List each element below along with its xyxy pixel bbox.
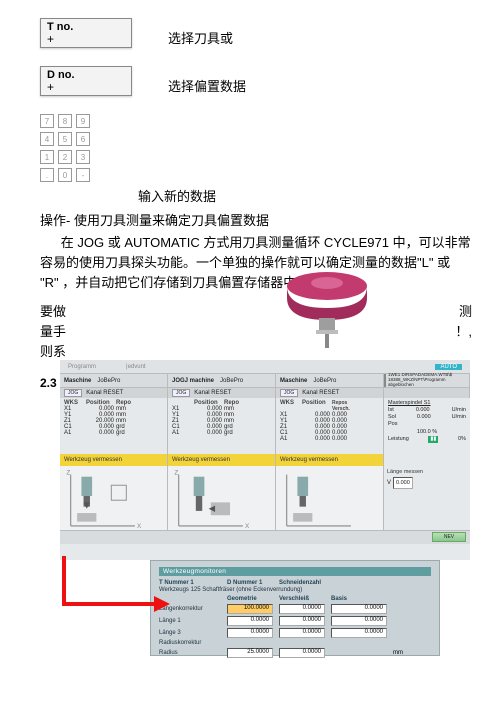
svg-text:Z: Z <box>174 470 178 477</box>
keypad-key[interactable]: - <box>76 168 90 182</box>
probe-graphic <box>272 268 382 348</box>
keypad-key[interactable]: 4 <box>40 132 54 146</box>
tool-offset-panel: Werkzeugmonitoren T Nummer 1 D Nummer 1 … <box>150 560 440 656</box>
keypad: 789 456 123 . 0- <box>40 114 472 182</box>
status-text: Kanal RESET <box>86 390 123 396</box>
chan-title: Maschine <box>64 378 91 384</box>
keypad-key[interactable]: 1 <box>40 150 54 164</box>
status-panel: 1WE1 DIRSPADADEMA.WTB\$ 18388_WKZ/NPT\Pr… <box>384 374 470 387</box>
panel-cell[interactable]: 0.0000 <box>279 628 325 638</box>
frag-right: 测 <box>459 302 472 322</box>
frag-left: 要做 <box>40 302 66 322</box>
panel-cell[interactable]: 0.0000 <box>279 616 325 626</box>
panel-header: D Nummer 1 <box>227 580 273 586</box>
heading-line: 操作- 使用刀具测量来确定刀具偏置数据 <box>40 211 472 231</box>
chan-title: Maschine <box>280 378 307 384</box>
length-input[interactable]: 0.000 <box>393 477 413 489</box>
panel-header: Schneidenzahl <box>279 580 325 586</box>
svg-text:X: X <box>137 523 142 530</box>
panel-subtitle: Werkzeugs 125 Schaftfräser (ohne Eckenve… <box>159 587 431 593</box>
panel-cell[interactable]: 0.0000 <box>331 604 387 614</box>
panel-cell[interactable]: 0.0000 <box>227 616 273 626</box>
yellow-tab[interactable]: Werkzeug vermessen <box>60 454 168 466</box>
keypad-key[interactable]: 2 <box>58 150 72 164</box>
panel-cell[interactable]: 0.0000 <box>279 648 325 658</box>
panel-cell[interactable]: 25.0000 <box>227 648 273 658</box>
enter-new-label: 输入新的数据 <box>138 186 472 205</box>
keypad-key[interactable]: 6 <box>76 132 90 146</box>
panel-row-label: Radiuskorrektur <box>159 640 221 646</box>
t-no-label: T no. <box>47 21 125 33</box>
jog-chip: JOG <box>64 389 82 397</box>
chan-sub: JoBePro <box>220 378 243 384</box>
select-offset-label: 选择偏置数据 <box>168 76 246 95</box>
panel-cell[interactable]: 0.0000 <box>331 616 387 626</box>
keypad-key[interactable]: 3 <box>76 150 90 164</box>
keypad-key[interactable]: 0 <box>58 168 72 182</box>
measure-diagram: Z X <box>168 466 276 530</box>
topbar-item: Programm <box>68 364 96 370</box>
red-arrow <box>58 552 170 622</box>
measure-diagram <box>276 466 384 530</box>
svg-text:X: X <box>245 523 250 530</box>
panel-row-label: Länge 3 <box>159 630 221 636</box>
nev-button[interactable]: NEV <box>432 532 466 542</box>
chan-sub: JoBePro <box>97 378 120 384</box>
panel-row-label: Radius <box>159 650 221 656</box>
keypad-key[interactable]: 8 <box>58 114 72 128</box>
measure-diagram: Z X <box>60 466 168 530</box>
length-field-label: V <box>387 480 391 486</box>
yellow-tab[interactable]: Werkzeug vermessen <box>168 454 276 466</box>
select-tool-label: 选择刀具或 <box>168 28 233 47</box>
yellow-tab[interactable]: Werkzeug vermessen <box>276 454 384 466</box>
panel-col: Verschleiß <box>279 596 325 602</box>
panel-cell[interactable]: 100.0000 <box>227 604 273 614</box>
frag-left: 则系 <box>40 342 66 362</box>
side-title: Masterspindel S1 <box>388 400 466 407</box>
keypad-key[interactable]: 9 <box>76 114 90 128</box>
d-no-label: D no. <box>47 69 125 81</box>
length-measure-title: Länge messen <box>387 469 467 475</box>
panel-cell[interactable]: 0.0000 <box>331 628 387 638</box>
panel-title: Werkzeugmonitoren <box>159 567 431 576</box>
section-number: 2.3 <box>40 376 57 390</box>
t-no-sub: + <box>47 32 54 46</box>
d-no-card[interactable]: D no. + <box>40 66 132 96</box>
panel-unit: mm <box>393 650 411 656</box>
panel-cell[interactable]: 0.0000 <box>279 604 325 614</box>
panel-cell[interactable]: 0.0000 <box>227 628 273 638</box>
frag-left: 量手 <box>40 322 66 342</box>
panel-col: Basis <box>331 596 387 602</box>
d-no-sub: + <box>47 80 54 94</box>
topbar-mode: AUTO <box>435 364 462 370</box>
t-no-card[interactable]: T no. + <box>40 18 132 48</box>
panel-col: Geometrie <box>227 596 273 602</box>
topbar-item: |edvunt <box>126 364 146 370</box>
paragraph: 在 JOG 或 AUTOMATIC 方式用刀具测量循环 CYCLE971 中，可… <box>40 233 472 293</box>
cnc-screenshot: Programm |edvunt AUTO Maschine JoBePro JO… <box>60 360 470 560</box>
svg-text:Z: Z <box>66 470 70 477</box>
keypad-key[interactable]: . <box>40 168 54 182</box>
keypad-key[interactable]: 5 <box>58 132 72 146</box>
chan-sub: JoBePro <box>313 378 336 384</box>
chan-title: JOGJ machine <box>172 378 214 384</box>
frag-right: ！, <box>455 322 472 342</box>
keypad-key[interactable]: 7 <box>40 114 54 128</box>
